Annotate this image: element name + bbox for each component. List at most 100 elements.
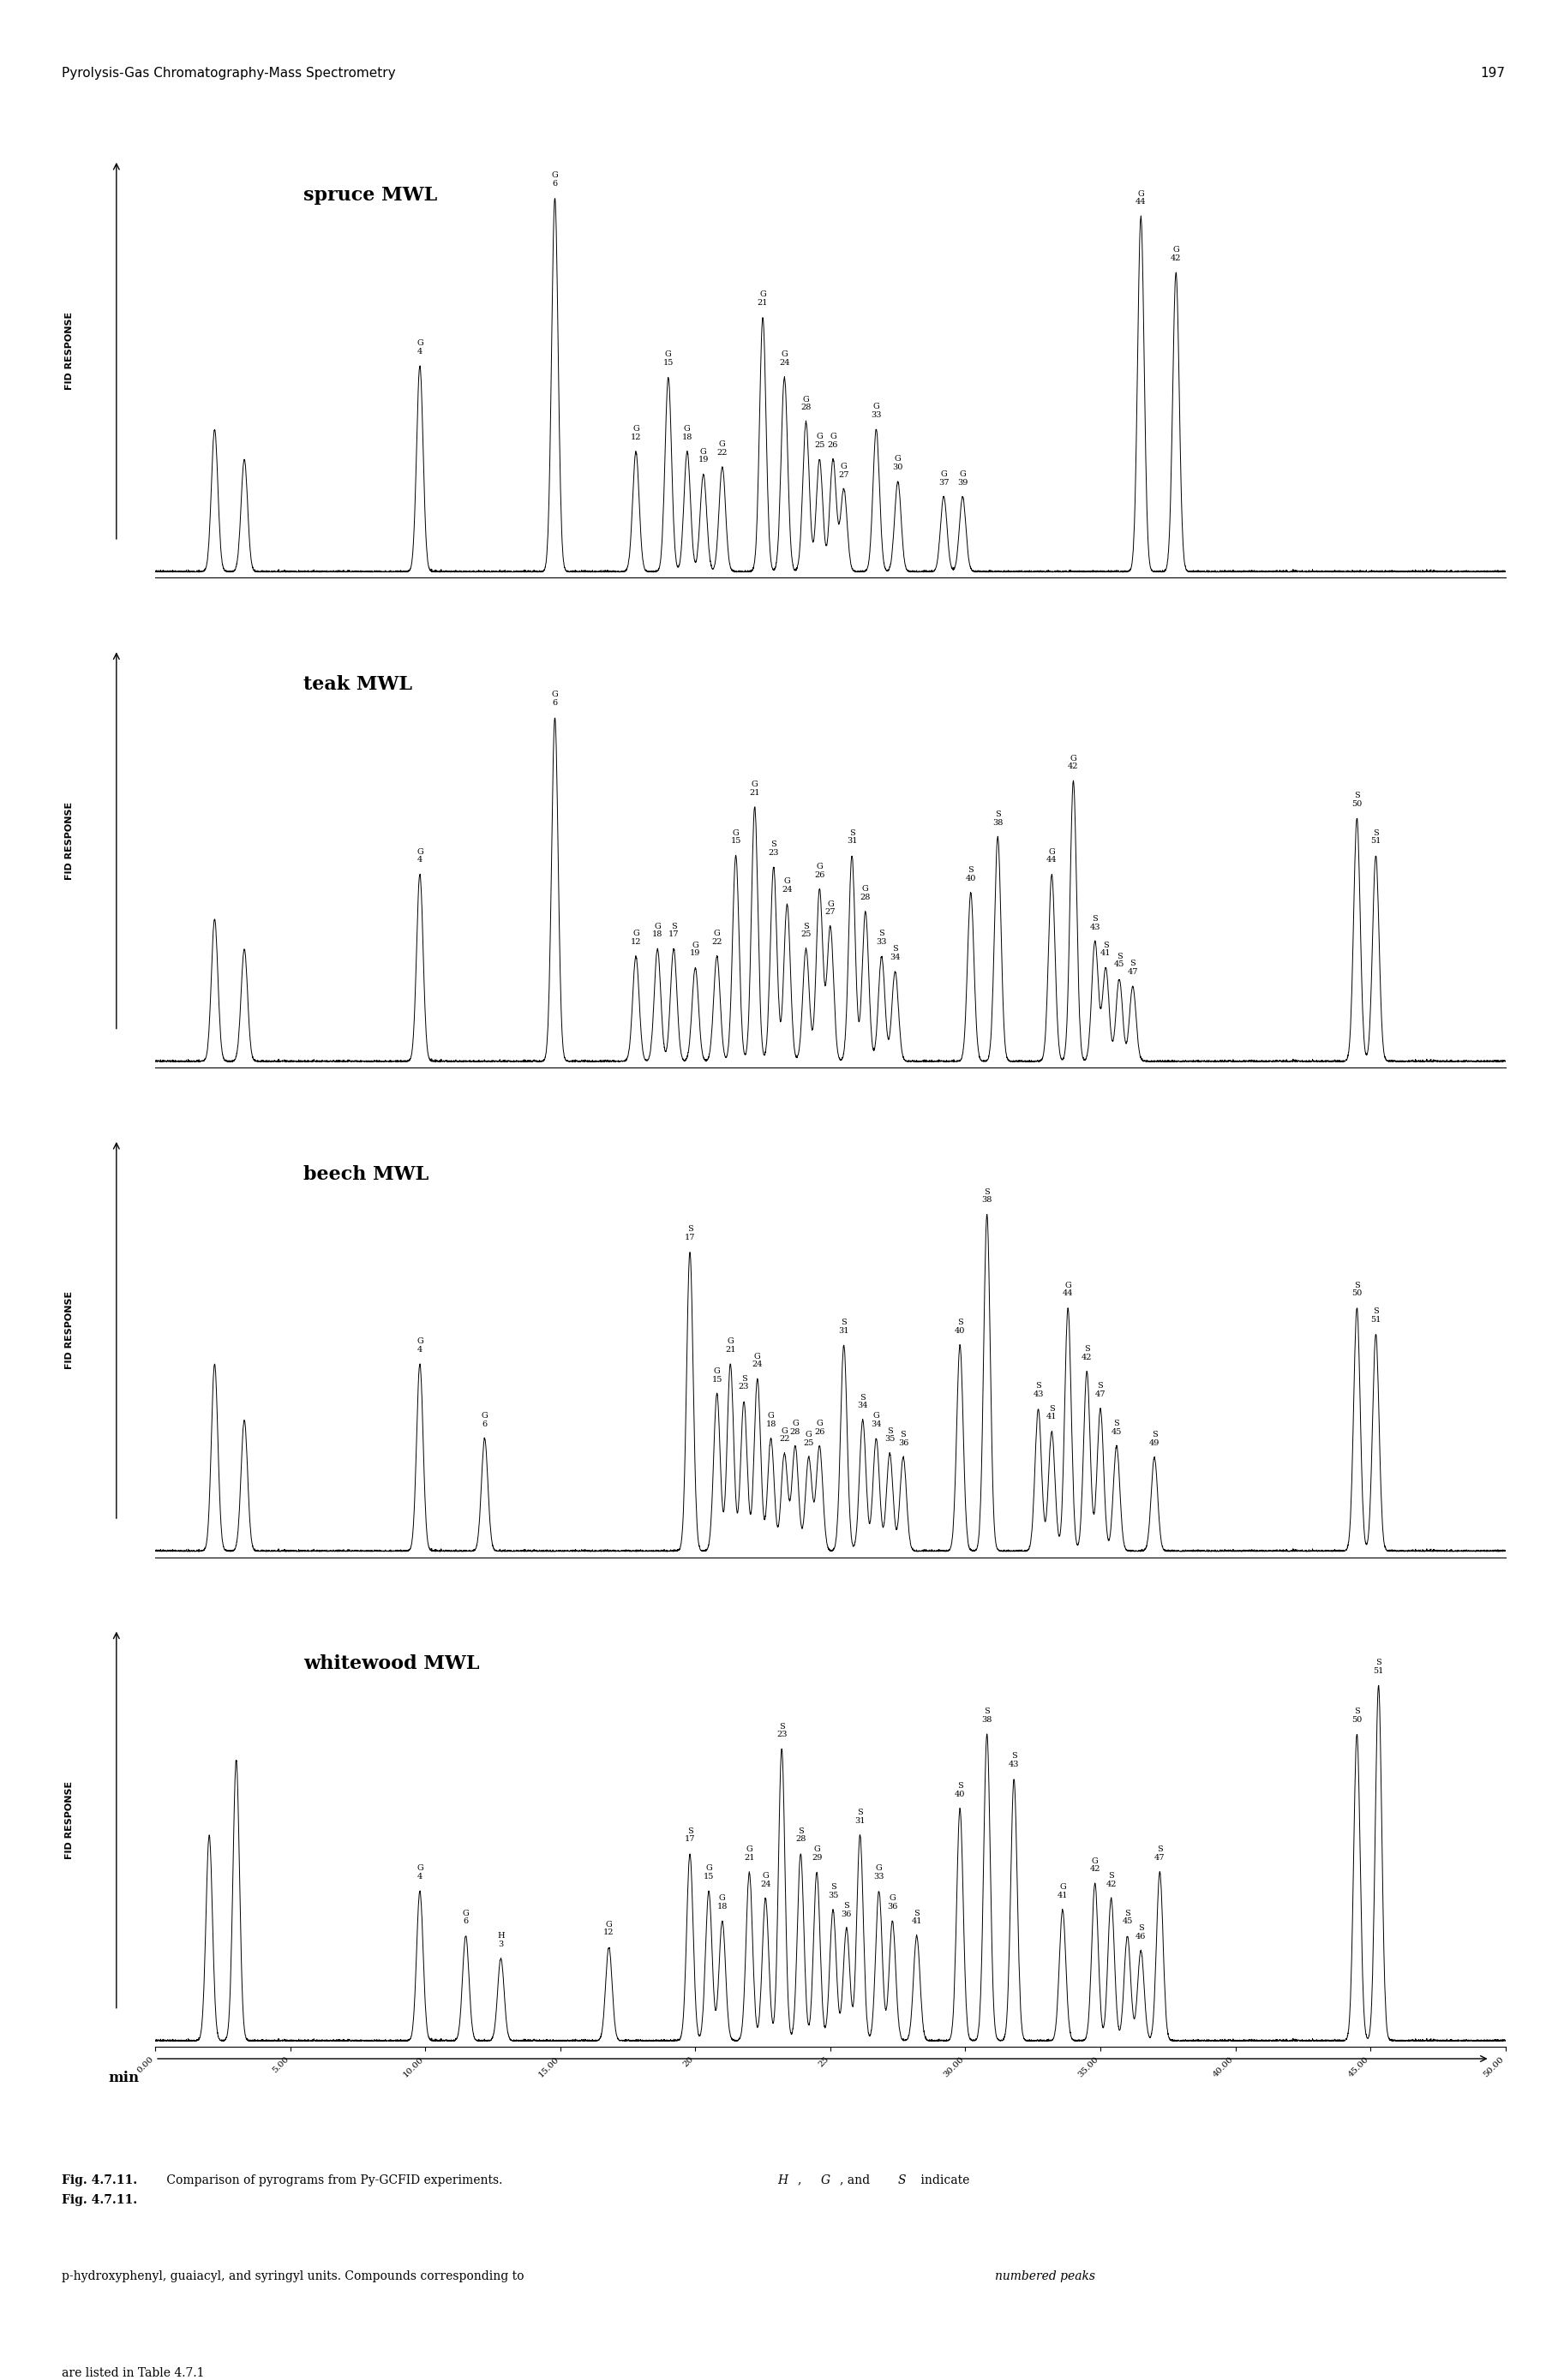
Text: S
36: S 36 <box>899 1430 908 1447</box>
Text: FID RESPONSE: FID RESPONSE <box>65 1780 74 1859</box>
Text: S
51: S 51 <box>1370 828 1381 845</box>
Text: spruce MWL: spruce MWL <box>304 186 438 205</box>
Text: G
19: G 19 <box>698 447 709 464</box>
Text: G
4: G 4 <box>416 1338 424 1354</box>
Text: G
12: G 12 <box>630 931 641 945</box>
Text: S
40: S 40 <box>965 866 976 883</box>
Text: G
18: G 18 <box>652 923 663 938</box>
Text: p-hydroxyphenyl, guaiacyl, and syringyl units. Compounds corresponding to: p-hydroxyphenyl, guaiacyl, and syringyl … <box>62 2271 528 2282</box>
Text: S
50: S 50 <box>1352 1706 1363 1723</box>
Text: G
24: G 24 <box>782 878 793 892</box>
Text: G
6: G 6 <box>551 171 559 188</box>
Text: S
51: S 51 <box>1370 1307 1381 1323</box>
Text: G
25: G 25 <box>804 1430 813 1447</box>
Text: G
29: G 29 <box>812 1847 823 1861</box>
Text: FID RESPONSE: FID RESPONSE <box>65 1290 74 1368</box>
Text: G
24: G 24 <box>779 350 790 367</box>
Text: G
44: G 44 <box>1046 847 1057 864</box>
Text: S
17: S 17 <box>669 923 680 938</box>
Text: S
47: S 47 <box>1096 1383 1105 1399</box>
Text: indicate: indicate <box>917 2175 970 2187</box>
Text: G
6: G 6 <box>481 1411 487 1428</box>
Text: S
36: S 36 <box>841 1902 852 1918</box>
Text: G
22: G 22 <box>711 931 722 945</box>
Text: S
31: S 31 <box>855 1809 866 1825</box>
Text: G
42: G 42 <box>1068 754 1079 771</box>
Text: G
15: G 15 <box>663 350 674 367</box>
Text: FID RESPONSE: FID RESPONSE <box>65 802 74 881</box>
Text: S
41: S 41 <box>1100 940 1111 957</box>
Text: S
47: S 47 <box>1127 959 1138 976</box>
Text: G
24: G 24 <box>760 1873 771 1887</box>
Text: S
43: S 43 <box>1090 914 1100 931</box>
Text: H: H <box>778 2175 787 2187</box>
Text: G
6: G 6 <box>551 690 559 707</box>
Text: G
12: G 12 <box>630 426 641 440</box>
Text: S
42: S 42 <box>1082 1345 1093 1361</box>
Text: G
25: G 25 <box>815 433 824 450</box>
Text: G
36: G 36 <box>888 1894 897 1911</box>
Text: S
45: S 45 <box>1111 1418 1122 1435</box>
Text: teak MWL: teak MWL <box>304 676 413 695</box>
Text: beech MWL: beech MWL <box>304 1164 428 1183</box>
Text: G
12: G 12 <box>604 1921 615 1937</box>
Text: S
35: S 35 <box>885 1428 896 1442</box>
Text: S
23: S 23 <box>776 1723 787 1737</box>
Text: G
21: G 21 <box>757 290 768 307</box>
Text: numbered peaks: numbered peaks <box>995 2271 1096 2282</box>
Text: G
19: G 19 <box>691 940 700 957</box>
Text: S
42: S 42 <box>1107 1873 1116 1887</box>
Text: S
50: S 50 <box>1352 1280 1363 1297</box>
Text: S
46: S 46 <box>1136 1925 1147 1940</box>
Text: S
51: S 51 <box>1374 1659 1384 1676</box>
Text: S
31: S 31 <box>838 1319 849 1335</box>
Text: G
27: G 27 <box>838 462 849 478</box>
Text: S
40: S 40 <box>954 1783 965 1799</box>
Text: S
43: S 43 <box>1009 1752 1020 1768</box>
Text: S
23: S 23 <box>768 840 779 857</box>
Text: S
45: S 45 <box>1114 952 1125 969</box>
Text: G
26: G 26 <box>815 862 824 878</box>
Text: G
24: G 24 <box>753 1352 762 1368</box>
Text: G
34: G 34 <box>871 1411 882 1428</box>
Text: are listed in Table 4.7.1: are listed in Table 4.7.1 <box>62 2366 205 2380</box>
Text: G
18: G 18 <box>765 1411 776 1428</box>
Text: S
23: S 23 <box>739 1376 750 1390</box>
Text: G
18: G 18 <box>717 1894 728 1911</box>
Text: S
41: S 41 <box>1046 1404 1057 1421</box>
Text: Fig. 4.7.11.: Fig. 4.7.11. <box>62 2175 138 2187</box>
Text: S: S <box>897 2175 905 2187</box>
Text: S
17: S 17 <box>684 1226 695 1242</box>
Text: whitewood MWL: whitewood MWL <box>304 1654 480 1673</box>
Text: G
21: G 21 <box>743 1847 754 1861</box>
Text: min: min <box>109 2071 140 2085</box>
Text: Fig. 4.7.11.: Fig. 4.7.11. <box>62 2194 138 2206</box>
Text: S
50: S 50 <box>1352 793 1363 807</box>
Text: S
47: S 47 <box>1155 1847 1166 1861</box>
Text: G
28: G 28 <box>801 395 812 412</box>
Text: G
15: G 15 <box>712 1368 722 1383</box>
Text: S
25: S 25 <box>801 923 812 938</box>
Text: G
28: G 28 <box>790 1418 801 1435</box>
Text: G
42: G 42 <box>1090 1856 1100 1873</box>
Text: S
31: S 31 <box>846 828 857 845</box>
Text: S
43: S 43 <box>1034 1383 1043 1399</box>
Text: 197: 197 <box>1481 67 1505 79</box>
Text: S
40: S 40 <box>954 1319 965 1335</box>
Text: G
41: G 41 <box>1057 1883 1068 1899</box>
Text: Comparison of pyrograms from Py-GCFID experiments.: Comparison of pyrograms from Py-GCFID ex… <box>163 2175 506 2187</box>
Text: G
21: G 21 <box>750 781 760 797</box>
Text: G
4: G 4 <box>416 847 424 864</box>
Text: S
17: S 17 <box>684 1828 695 1842</box>
Text: G
39: G 39 <box>958 471 968 486</box>
Text: S
34: S 34 <box>857 1395 868 1409</box>
Text: G
27: G 27 <box>826 900 835 916</box>
Text: G
22: G 22 <box>779 1428 790 1442</box>
Text: G
18: G 18 <box>681 426 692 440</box>
Text: FID RESPONSE: FID RESPONSE <box>65 312 74 390</box>
Text: H
3: H 3 <box>497 1933 504 1947</box>
Text: G
22: G 22 <box>717 440 728 457</box>
Text: G
44: G 44 <box>1063 1280 1074 1297</box>
Text: G
26: G 26 <box>827 433 838 450</box>
Text: G
26: G 26 <box>815 1418 824 1435</box>
